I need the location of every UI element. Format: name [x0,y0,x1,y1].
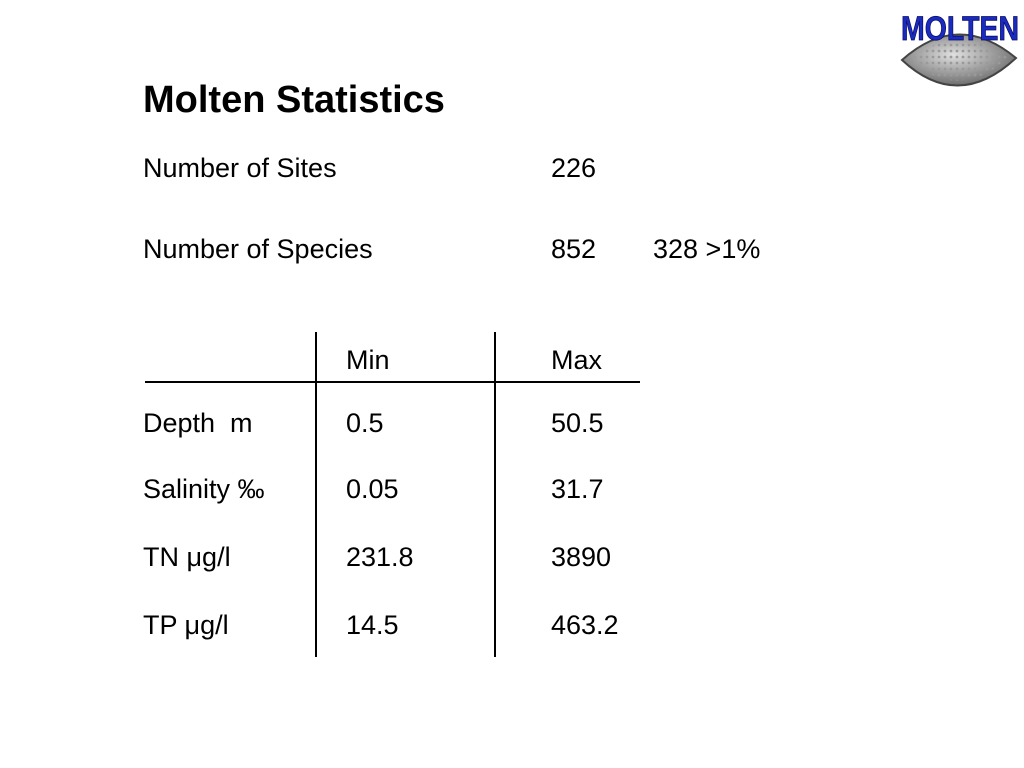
cell: 231.8 [346,542,414,572]
logo: MOLTEN [900,10,1019,87]
cell: 0.05 [346,474,399,504]
title: Molten Statistics [143,79,445,121]
stat-label: Number of Species [143,234,373,264]
logo-texture [910,39,1008,81]
column-header: Max [551,345,603,375]
cell: 3890 [551,542,612,572]
logo-text: MOLTEN [901,10,1019,48]
row-label: TN μg/l [143,542,231,572]
stat-label: Number of Sites [143,153,337,183]
cell: 0.5 [346,408,384,438]
cell: 31.7 [551,474,604,504]
column-rule [494,332,496,657]
stat-note: 328 >1% [653,234,761,264]
header-rule [145,381,640,383]
stat-value: 852 [551,234,597,264]
cell: 50.5 [551,408,604,438]
row-label: Salinity ‰ [143,474,265,504]
column-header: Min [346,345,390,375]
cell: 14.5 [346,610,399,640]
row-label: TP μg/l [143,610,229,640]
cell: 463.2 [551,610,619,640]
row-label: Depth m [143,408,253,438]
stat-value: 226 [551,153,597,183]
column-rule [315,332,317,657]
